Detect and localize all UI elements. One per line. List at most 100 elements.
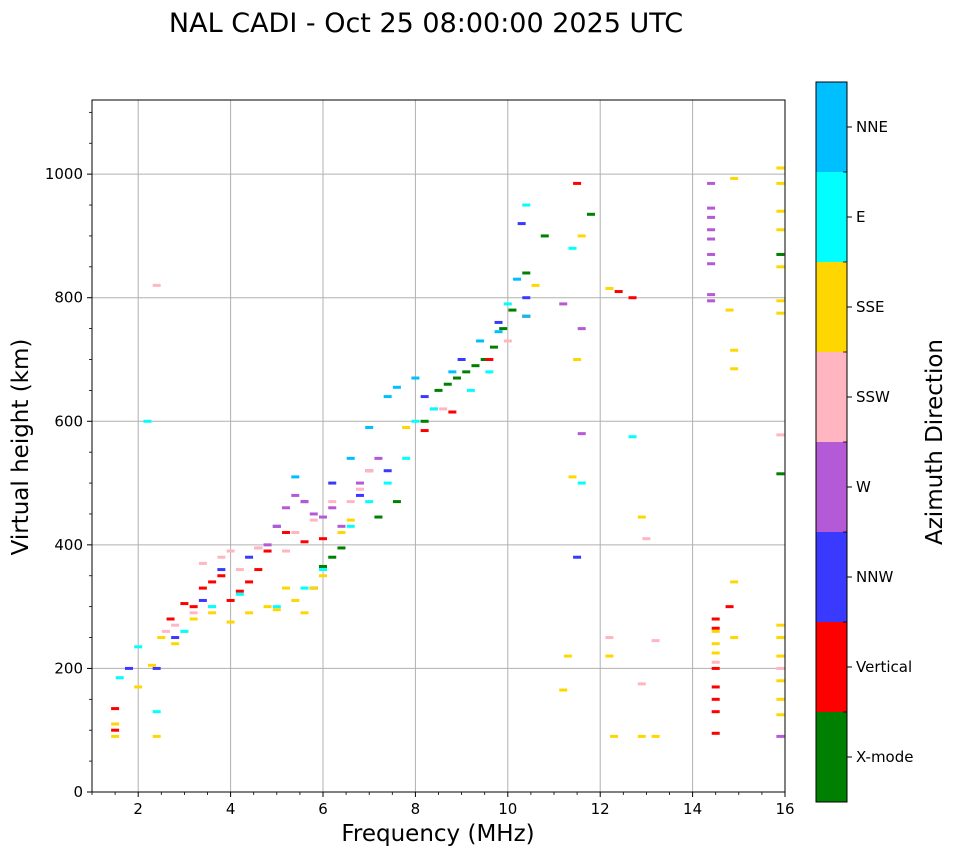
echo-point [309,512,318,516]
echo-point [711,629,720,633]
echo-point [189,617,198,621]
echo-point [776,734,785,738]
echo-point [365,469,374,473]
y-tick-label: 200 [54,659,83,677]
echo-point [651,639,660,643]
colorbar-tick-label: NNW [856,568,893,586]
echo-point [517,222,526,226]
series-e [115,203,637,714]
echo-point [707,215,716,219]
colorbar-segment [816,172,847,262]
echo-point [448,410,457,414]
echo-point [411,419,420,423]
echo-point [707,299,716,303]
echo-point [452,376,461,380]
x-axis-label: Frequency (MHz) [341,821,534,847]
echo-point [614,290,623,294]
echo-point [282,531,291,534]
echo-point [346,524,355,528]
echo-point [319,564,327,568]
echo-point [198,598,207,602]
echo-point [776,265,785,269]
echo-point [628,296,637,300]
echo-point [319,568,327,572]
echo-point [628,435,637,439]
colorbar-segment [816,442,847,532]
echo-point [776,636,785,640]
series-nne [291,277,531,479]
echo-point [776,713,785,717]
echo-point [383,469,392,473]
colorbar-segment [816,622,847,712]
echo-point [383,395,392,399]
colorbar-tick-label: SSE [856,298,885,316]
echo-point [707,206,716,210]
echo-point [189,611,198,615]
y-tick-label: 1000 [45,165,83,183]
echo-point [448,370,457,374]
echo-point [637,734,646,738]
echo-point [457,358,466,361]
echo-point [776,654,785,658]
echo-point [730,636,739,640]
echo-point [198,586,207,590]
echo-point [263,543,272,547]
echo-point [115,676,124,680]
echo-point [471,364,480,368]
echo-point [208,611,217,615]
colorbar-segment [816,262,847,352]
echo-point [443,382,452,386]
echo-point [198,561,207,565]
echo-point [328,500,337,504]
echo-point [707,181,716,185]
echo-point [300,540,309,544]
echo-point [725,308,734,312]
echo-point [429,407,438,411]
colorbar-segment [816,352,847,442]
echo-point [245,580,254,584]
echo-point [235,589,244,593]
echo-point [730,367,739,371]
echo-point [392,385,401,389]
x-tick-label: 10 [498,800,517,818]
echo-point [776,472,785,476]
echo-point [245,555,254,559]
echo-point [291,531,300,534]
echo-point [411,376,420,380]
series-x-mode [309,212,785,590]
echo-point [513,277,522,281]
echo-point [420,395,429,399]
echo-point [148,663,157,667]
echo-point [319,574,327,578]
echo-point [531,283,540,287]
echo-point [776,623,785,627]
colorbar-tick-label: X-mode [856,748,913,766]
echo-point [254,546,263,550]
echo-point [226,549,235,553]
echo-point [171,636,180,640]
echo-point [282,506,291,510]
echo-point [365,500,374,504]
echo-point [730,348,739,352]
y-axis-ticks: 0 200 400 600 800 1000 [45,111,92,801]
echo-point [522,203,531,207]
echo-point [365,425,374,429]
echo-point [134,645,143,649]
echo-point [402,425,411,429]
echo-point [134,685,143,689]
echo-point [346,518,355,522]
echo-point [711,617,720,621]
echo-point [508,308,517,312]
echo-point [189,605,198,609]
echo-point [540,234,549,238]
echo-point [776,299,785,303]
echo-point [328,555,337,559]
echo-point [291,598,300,602]
grid-lines [92,100,786,793]
plot-background [92,100,785,792]
echo-point [152,666,161,670]
echo-point [637,515,646,519]
echo-point [637,682,646,686]
echo-point [272,605,281,609]
echo-point [605,654,614,658]
